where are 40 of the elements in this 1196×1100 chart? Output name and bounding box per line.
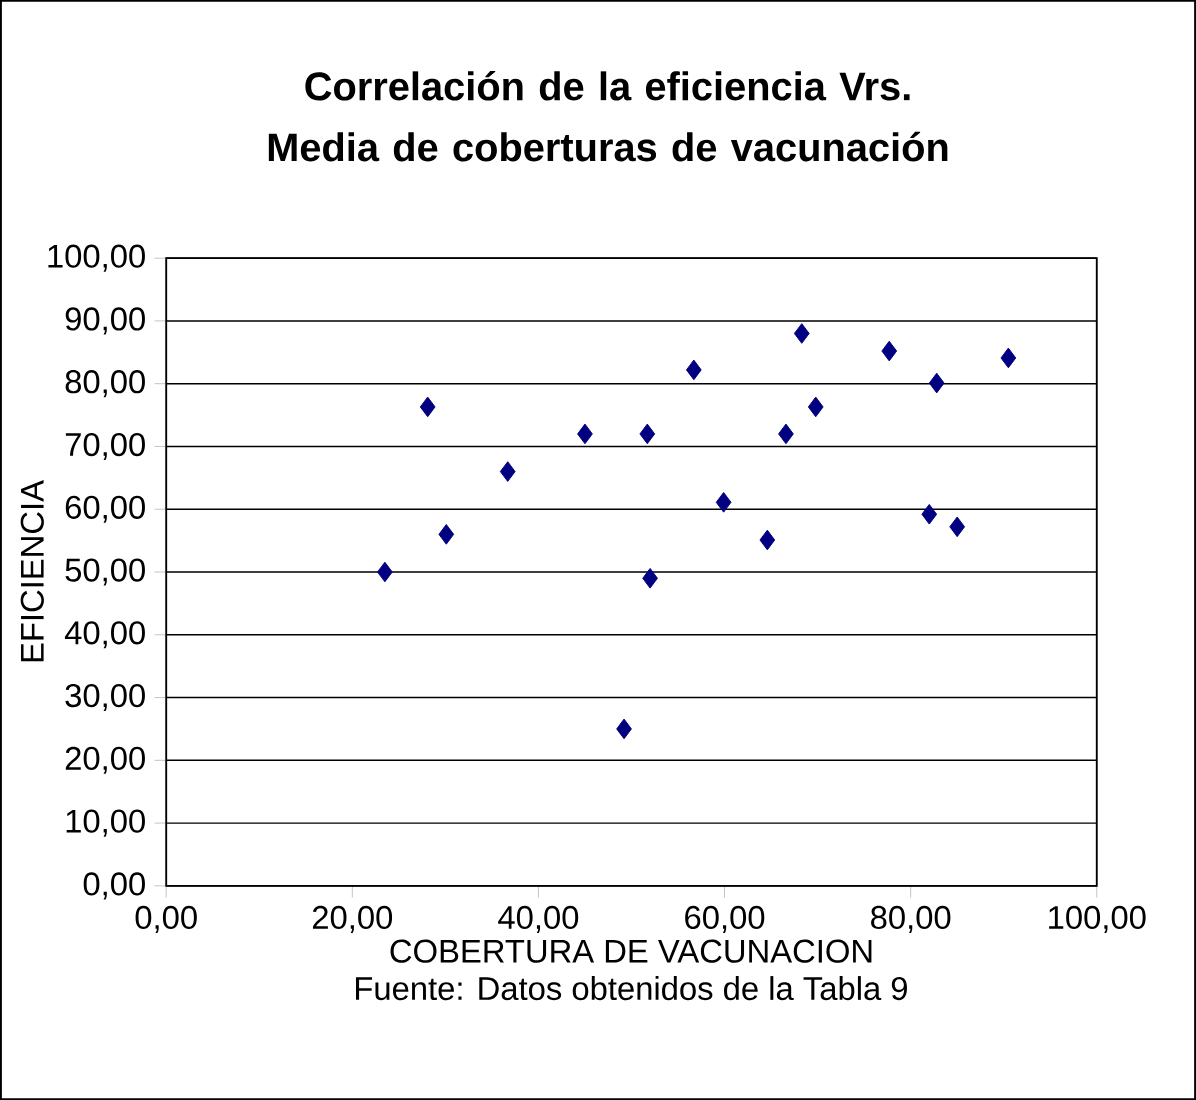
y-tick-label: 70,00 — [65, 432, 145, 460]
point — [438, 524, 455, 545]
y-tick-label: 10,00 — [66, 809, 145, 837]
x-tick-label: 20,00 — [312, 905, 393, 933]
point — [377, 561, 393, 583]
x-tick-label: 100,00 — [1049, 905, 1146, 933]
x-tick-label: 40,00 — [498, 905, 579, 933]
y-axis-title: EFICIENCIA — [20, 480, 44, 662]
point — [685, 359, 702, 381]
point — [499, 461, 516, 482]
point — [921, 503, 938, 525]
point — [949, 516, 966, 538]
source-note: Fuente: Datos obtenidos de la Tabla 9 — [356, 976, 907, 1001]
x-tick-label: 0,00 — [135, 905, 197, 933]
point — [881, 340, 898, 362]
y-tick-label: 90,00 — [65, 307, 145, 335]
y-tick-label: 20,00 — [65, 746, 145, 774]
point — [1000, 347, 1017, 369]
point — [642, 567, 658, 589]
x-tick-label: 80,00 — [871, 905, 951, 933]
y-tick-label: 80,00 — [65, 370, 145, 398]
y-tick-label: 60,00 — [65, 495, 145, 523]
point — [793, 323, 810, 344]
point — [715, 492, 732, 513]
point — [639, 423, 656, 445]
chart-title: Correlación de la eficiencia Vrs. Media de coberturas de vacunación — [268, 70, 948, 162]
x-axis-title: COBERTURA DE VACUNACION — [390, 939, 872, 963]
y-tick-label: 0,00 — [83, 872, 145, 900]
y-tick-label: 100,00 — [48, 244, 145, 272]
point — [928, 372, 945, 394]
point — [419, 396, 436, 418]
y-tick-label: 30,00 — [65, 683, 145, 712]
point — [577, 423, 593, 445]
point — [759, 529, 776, 551]
point — [616, 718, 632, 740]
point — [807, 396, 824, 418]
y-tick-label: 50,00 — [65, 558, 145, 586]
point — [778, 423, 794, 445]
x-tick-label: 60,00 — [685, 905, 765, 933]
y-tick-label: 40,00 — [64, 621, 145, 649]
